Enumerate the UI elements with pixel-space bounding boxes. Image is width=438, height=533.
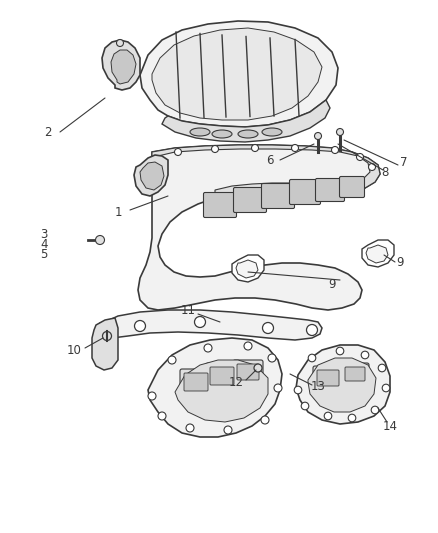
Text: 9: 9 <box>396 256 404 270</box>
Circle shape <box>158 412 166 420</box>
Circle shape <box>361 351 369 359</box>
FancyBboxPatch shape <box>261 183 294 208</box>
Polygon shape <box>102 40 140 90</box>
Circle shape <box>262 322 273 334</box>
Circle shape <box>357 154 364 160</box>
Circle shape <box>194 317 205 327</box>
Circle shape <box>294 386 302 394</box>
FancyBboxPatch shape <box>339 176 364 198</box>
Circle shape <box>244 342 252 350</box>
FancyBboxPatch shape <box>313 366 343 390</box>
Circle shape <box>292 144 299 151</box>
Circle shape <box>212 146 219 152</box>
Text: 6: 6 <box>266 154 274 166</box>
FancyBboxPatch shape <box>290 180 321 205</box>
Polygon shape <box>296 345 390 424</box>
FancyBboxPatch shape <box>180 369 212 395</box>
Polygon shape <box>134 155 168 196</box>
Circle shape <box>332 147 339 154</box>
Circle shape <box>336 347 344 355</box>
Polygon shape <box>96 310 322 340</box>
FancyBboxPatch shape <box>210 367 234 385</box>
Circle shape <box>174 149 181 156</box>
Polygon shape <box>362 240 394 267</box>
Circle shape <box>204 344 212 352</box>
Circle shape <box>134 320 145 332</box>
Text: 9: 9 <box>328 278 336 290</box>
Polygon shape <box>92 318 118 370</box>
Circle shape <box>308 354 316 362</box>
FancyBboxPatch shape <box>317 370 339 386</box>
Circle shape <box>224 426 232 434</box>
Text: 2: 2 <box>44 125 52 139</box>
Text: 10: 10 <box>67 343 81 357</box>
Circle shape <box>168 356 176 364</box>
FancyBboxPatch shape <box>341 363 369 385</box>
Polygon shape <box>175 360 268 422</box>
Circle shape <box>301 402 309 410</box>
Polygon shape <box>232 255 264 282</box>
Polygon shape <box>140 21 338 127</box>
Ellipse shape <box>212 130 232 138</box>
Circle shape <box>254 364 262 372</box>
FancyBboxPatch shape <box>233 360 263 384</box>
FancyBboxPatch shape <box>237 364 259 380</box>
Ellipse shape <box>262 128 282 136</box>
Circle shape <box>251 144 258 151</box>
Polygon shape <box>148 338 282 437</box>
Circle shape <box>268 354 276 362</box>
Circle shape <box>348 414 356 422</box>
Circle shape <box>382 384 390 392</box>
Text: 12: 12 <box>229 376 244 390</box>
Polygon shape <box>152 145 380 198</box>
FancyBboxPatch shape <box>204 192 237 217</box>
Circle shape <box>307 325 318 335</box>
FancyBboxPatch shape <box>184 373 208 391</box>
Ellipse shape <box>190 128 210 136</box>
Text: 8: 8 <box>381 166 389 179</box>
Text: 1: 1 <box>114 206 122 220</box>
Text: 5: 5 <box>40 247 48 261</box>
Circle shape <box>378 364 386 372</box>
Circle shape <box>371 406 379 414</box>
Circle shape <box>102 332 112 341</box>
Polygon shape <box>308 358 376 412</box>
Text: 4: 4 <box>40 238 48 251</box>
Polygon shape <box>152 28 322 120</box>
Circle shape <box>274 384 282 392</box>
Circle shape <box>117 39 124 46</box>
Circle shape <box>324 412 332 420</box>
Text: 13: 13 <box>311 381 325 393</box>
FancyBboxPatch shape <box>345 367 365 381</box>
Circle shape <box>95 236 105 245</box>
Text: 11: 11 <box>180 304 195 318</box>
Text: 3: 3 <box>40 228 48 240</box>
Circle shape <box>314 133 321 140</box>
Circle shape <box>368 164 375 171</box>
Polygon shape <box>138 145 380 310</box>
FancyBboxPatch shape <box>206 363 238 389</box>
Polygon shape <box>140 162 164 190</box>
Polygon shape <box>366 245 388 263</box>
Text: 7: 7 <box>400 157 408 169</box>
Polygon shape <box>236 260 258 278</box>
Circle shape <box>186 424 194 432</box>
Polygon shape <box>111 50 136 84</box>
Circle shape <box>261 416 269 424</box>
Text: 14: 14 <box>382 421 398 433</box>
Polygon shape <box>162 100 330 142</box>
FancyBboxPatch shape <box>315 179 345 201</box>
FancyBboxPatch shape <box>233 188 266 213</box>
Circle shape <box>148 392 156 400</box>
Circle shape <box>336 128 343 135</box>
Ellipse shape <box>238 130 258 138</box>
